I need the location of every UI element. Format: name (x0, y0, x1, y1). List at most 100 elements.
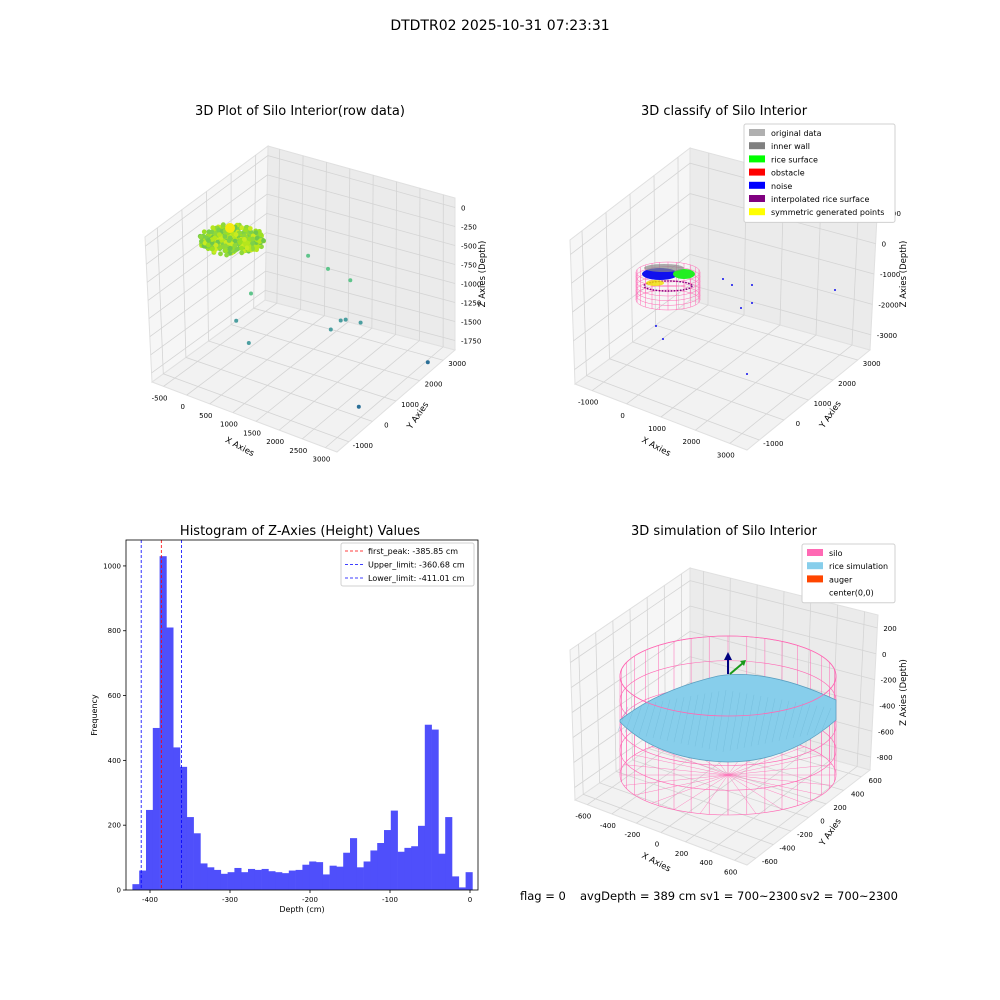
plot3-bar (254, 869, 262, 890)
plot3-bar (411, 846, 419, 890)
plot2-xlabel: X Axies (640, 435, 673, 459)
plot3-bar (173, 747, 181, 890)
plot2-xtick: 3000 (717, 451, 735, 459)
plot2-ztick: 0 (882, 241, 886, 249)
plot2-ytick: 1000 (814, 400, 832, 408)
plot4-surface-mesh (729, 692, 741, 751)
plot2-xgrid (729, 192, 860, 444)
plot3-bar (288, 870, 296, 890)
plot1-ygrid (181, 209, 373, 422)
plot3-xtick: -400 (142, 896, 158, 904)
plot3-bar (159, 556, 167, 890)
plot4-ztick: 0 (882, 651, 886, 659)
plot3-bar (282, 873, 290, 890)
plot1-ztick: -500 (461, 243, 477, 251)
plot1-xlabel: X Axies (223, 435, 256, 459)
plot1-point (244, 245, 250, 251)
plot3-bar (343, 852, 351, 890)
plot1-xtick: 2000 (266, 438, 284, 446)
plot3-bar (316, 862, 324, 890)
plot3-ytick: 0 (117, 887, 121, 895)
plot1-point (227, 246, 233, 252)
plot2-legend-swatch (749, 168, 765, 176)
plot1-xtick: 2500 (289, 447, 307, 455)
plot4-surface-mesh (666, 698, 678, 741)
plot1-xtick: 3000 (313, 456, 331, 464)
plot2-noise-point (751, 302, 753, 304)
plot4-legend-label: center(0,0) (829, 589, 874, 598)
plot3-bar (180, 766, 188, 890)
plot4-silo-spoke (727, 774, 783, 810)
plot3-legend-label: Lower_limit: -411.01 cm (368, 574, 465, 583)
plot1-xgrid (255, 175, 374, 422)
plot4-surface-mesh (736, 693, 748, 750)
plot1-xtick: -500 (152, 394, 168, 402)
plot1-point (199, 239, 204, 244)
plot4-surface-mesh (792, 703, 804, 739)
plot4-surface-mesh (659, 699, 671, 740)
plot1-xtick: 0 (180, 403, 184, 411)
plot1-xtick: 1500 (243, 429, 261, 437)
plot3-bar (227, 872, 235, 890)
plot4-zgrid (570, 580, 878, 663)
plot4-ztick: -800 (877, 754, 893, 762)
plot2-noise-point (731, 284, 733, 286)
plot1-ztick: -1000 (461, 281, 481, 289)
plot3-bar (418, 825, 426, 890)
plot4-surface-mesh (631, 704, 643, 734)
plot3-bar (139, 870, 147, 890)
plot2-noise-point (722, 278, 724, 280)
plot1-point (338, 318, 343, 323)
plot1-xgrid (302, 188, 421, 440)
plot1-point (210, 225, 216, 231)
plot1-point (326, 266, 330, 271)
plot4-silo-spoke (623, 764, 729, 776)
plot4-silo-spoke (727, 774, 757, 814)
plot3-xlabel: Depth (cm) (279, 905, 324, 914)
plot2-side-pane (569, 146, 691, 385)
plot2-ygrid (581, 230, 760, 441)
plot2-ztick: -2000 (878, 301, 898, 309)
plot1-zgrid (147, 212, 456, 301)
plot3-bar (397, 851, 405, 890)
plot1-xgrid (325, 194, 444, 448)
plot2-noise-point (746, 373, 748, 375)
plot1-point (201, 229, 207, 235)
plot3-bar (370, 850, 378, 890)
plot1-point (237, 240, 243, 246)
plot3-xtick: -100 (382, 896, 398, 904)
plot1-point (220, 222, 226, 228)
plot4-surface-mesh (652, 700, 664, 739)
plot2-xtick: 1000 (648, 425, 666, 433)
plot3-legend-box (340, 542, 475, 587)
plot2-noise-point (655, 325, 657, 327)
plot3-bar (200, 863, 208, 890)
plot3-bar (220, 873, 228, 890)
plot4-ytick: 600 (869, 777, 882, 785)
plot1-axes: -500 0 500 1000 1500 2000 2500 3000 -1000 0 1000 20… (144, 144, 488, 464)
plot3-bar (248, 868, 256, 890)
plot3-bar (132, 884, 140, 890)
plot1-point (250, 236, 256, 242)
plot3-bar (295, 869, 303, 890)
plot1-xgrid (163, 149, 281, 387)
plot1-xgrid (209, 162, 327, 405)
plot1-point (213, 242, 219, 248)
avg-depth-text: avgDepth = 389 cm (580, 889, 697, 903)
plot1-ytick: 0 (384, 421, 388, 429)
plot4-legend-box (801, 543, 896, 604)
plot3-axes: -400 -300 -200 -100 0 0 200 400 600 800 1000 Depth … (90, 539, 479, 914)
plot4-surface-mesh (813, 706, 825, 734)
plot1-point (206, 238, 211, 243)
plot3-ytick: 200 (108, 822, 121, 830)
plot4-legend-label: auger (829, 575, 853, 584)
plot4-silo-spoke (673, 774, 729, 810)
plot4-ygrid (646, 597, 827, 805)
plot4-silo-spoke (623, 774, 729, 786)
plot1-zgrid (146, 174, 456, 265)
plot1-point (234, 246, 240, 252)
plot4-surface-mesh (722, 691, 734, 753)
plot2-ztick: -3000 (877, 332, 897, 340)
plot4-zgrid (571, 630, 875, 713)
